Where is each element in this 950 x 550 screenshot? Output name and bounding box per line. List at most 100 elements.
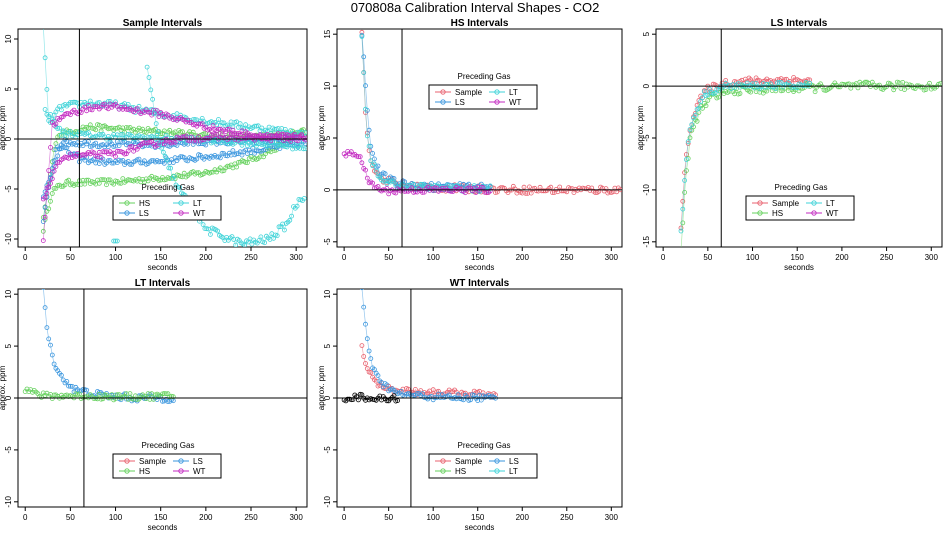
data-point [812,89,818,95]
data-point [689,122,695,127]
data-point [44,87,50,92]
y-tick-label: 5 [323,135,332,140]
data-point [243,122,249,128]
y-tick-label: 0 [323,187,332,192]
data-point [216,117,221,122]
legend-swatch-marker [811,210,817,216]
data-point [246,132,252,138]
legend-entry-label: LT [509,88,518,97]
data-point [234,151,240,157]
legend-entry-label: WT [509,98,522,107]
data-point [86,139,91,145]
data-point [230,124,236,130]
data-point [71,153,77,159]
data-point [680,198,686,204]
data-point [46,168,52,173]
legend-entry-label: LT [826,199,835,208]
y-axis-label: approx. ppm [0,365,7,410]
data-point [150,96,156,102]
data-point [80,143,86,149]
data-point [178,173,184,179]
data-point [179,129,185,135]
x-tick-label: 200 [516,253,530,262]
data-point [550,190,555,195]
data-point [48,144,53,150]
data-point [237,121,243,127]
data-point [343,153,349,159]
x-tick-label: 300 [605,513,619,522]
data-point [194,170,200,176]
data-point [685,139,691,145]
data-point [548,184,554,190]
data-point [68,129,73,135]
data-point [39,394,44,400]
data-point [148,87,154,93]
data-point [96,180,102,186]
data-point [59,107,64,113]
data-point [363,167,368,173]
data-point [84,387,89,393]
series-group [678,75,942,247]
data-point [49,176,55,182]
legend-entry-label: LS [193,457,203,466]
data-point [42,305,48,311]
data-point [114,238,120,244]
data-point [430,387,436,393]
data-point [207,231,213,237]
y-tick-label: 5 [4,343,13,348]
x-tick-label: 0 [342,253,347,262]
data-point [104,182,109,188]
data-point [42,195,48,201]
x-tick-label: 150 [471,253,485,262]
x-tick-label: 200 [516,513,530,522]
y-tick-label: 0 [4,136,13,141]
data-point [361,54,367,60]
data-point [156,177,162,183]
data-point [684,157,689,162]
data-point [682,177,687,183]
data-point [412,386,418,392]
data-point [223,153,229,159]
x-tick-label: 250 [244,253,258,262]
data-point [100,396,106,402]
data-point [125,102,131,107]
data-point [302,146,307,152]
data-point [109,392,115,398]
data-point [98,154,104,160]
data-point [55,160,61,165]
y-axis-label: approx. ppm [317,105,326,150]
data-point [359,343,365,349]
legend-entry-label: LS [139,209,149,218]
data-point [109,160,115,166]
y-tick-label: -10 [642,184,651,196]
legend-swatch-marker [178,468,184,474]
data-point [359,289,364,291]
data-point [678,228,684,234]
data-point [411,181,417,187]
data-point [923,87,929,92]
x-tick-label: 50 [384,253,393,262]
data-point [49,191,55,196]
y-tick-label: -15 [642,235,651,247]
data-point [253,123,259,129]
data-point [363,83,368,89]
legend-title: Preceding Gas [142,441,195,450]
data-point [282,126,288,132]
data-point [215,228,221,234]
legend: Preceding Gas HS LT LS WT [112,183,222,221]
data-point [371,161,377,167]
data-point [53,164,59,170]
series-group [341,289,498,404]
data-point [893,84,898,90]
data-point [302,135,307,141]
data-point [113,238,118,244]
data-point [155,129,161,135]
data-point [163,391,169,397]
data-point [177,185,183,190]
data-point [214,132,220,138]
chart-panel-1: HS Intervals 0 50 100 150 200 250 300 seconds -5 0… [317,18,623,272]
x-tick-label: 0 [661,253,666,262]
data-point [373,168,379,174]
